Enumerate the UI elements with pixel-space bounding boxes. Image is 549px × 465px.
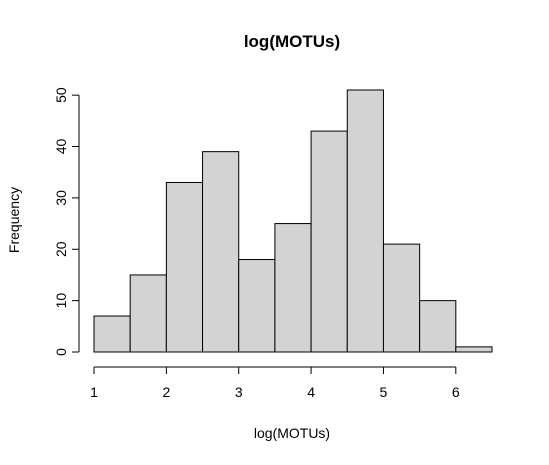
histogram-bar-6 [274,223,312,353]
y-tick-label: 20 [53,241,69,257]
y-axis-label: Frequency [6,187,22,253]
y-tick-label: 0 [53,348,69,356]
y-tick-label: 40 [53,139,69,155]
x-tick-label: 3 [235,384,243,400]
x-tick-label: 4 [307,384,315,400]
y-axis: 0 10 20 30 40 50 [53,87,80,356]
histogram-bar-11 [455,346,493,353]
y-tick-label: 10 [53,293,69,309]
histogram-bar-9 [382,243,421,353]
x-axis-label: log(MOTUs) [254,425,330,441]
histogram-bar-5 [238,259,276,353]
histogram-bar-4 [202,151,240,353]
chart-title: log(MOTUs) [244,32,340,51]
x-axis: 1 2 3 4 5 6 [90,366,460,400]
histogram-bar-7 [310,130,348,353]
y-tick-label: 50 [53,87,69,103]
histogram-bar-1 [93,315,131,353]
histogram-bar-2 [129,274,167,353]
histogram-bar-8 [346,89,384,353]
histogram-bar-10 [419,300,457,353]
bars-layer [93,89,493,353]
x-tick-label: 2 [162,384,170,400]
x-tick-label: 5 [380,384,388,400]
x-tick-label: 6 [452,384,460,400]
y-tick-label: 30 [53,190,69,206]
x-tick-label: 1 [90,384,98,400]
histogram-bar-3 [165,181,204,353]
